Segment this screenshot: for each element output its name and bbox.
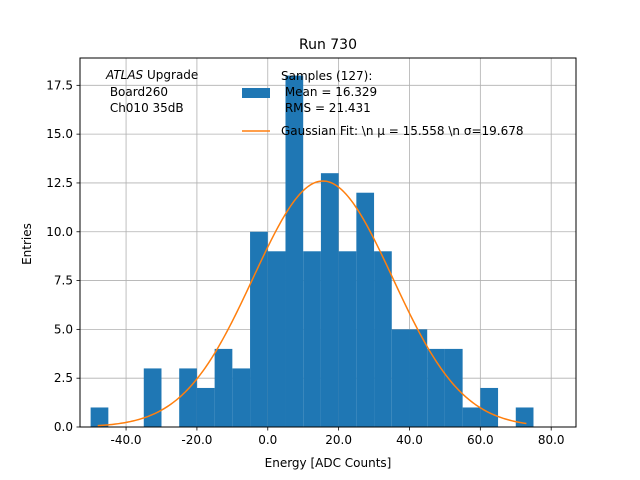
histogram-bar: [391, 329, 410, 427]
histogram-bar: [338, 251, 357, 427]
annotation-atlas: ATLAS: [105, 68, 144, 82]
gaussian-fit-line: [97, 180, 527, 427]
x-tick-label: -40.0: [111, 433, 142, 447]
histogram-bar: [444, 348, 463, 427]
y-tick-label: 0.0: [54, 420, 73, 434]
histogram-bar: [90, 407, 109, 427]
y-tick-label: 15.0: [46, 127, 73, 141]
legend: Samples (127): Mean = 16.329 RMS = 21.43…: [242, 69, 524, 138]
histogram-bar: [214, 348, 233, 427]
y-tick-label: 5.0: [54, 322, 73, 336]
legend-histogram-line-1: Samples (127):: [281, 69, 372, 83]
legend-histogram-line-3: RMS = 21.431: [281, 101, 371, 115]
histogram-bar: [232, 368, 251, 427]
y-tick-label: 12.5: [46, 176, 73, 190]
histogram-bar: [250, 231, 268, 427]
histogram-bar: [303, 251, 321, 427]
x-tick-label: 80.0: [538, 433, 565, 447]
x-axis-label: Energy [ADC Counts]: [265, 456, 392, 470]
annotation-board: Board260: [106, 85, 168, 99]
y-axis-label: Entries: [20, 223, 34, 265]
svg-text:ATLAS Upgrade: ATLAS Upgrade: [105, 68, 198, 82]
histogram-bar: [480, 387, 499, 427]
histogram-bar: [409, 329, 428, 427]
histogram-bar: [143, 368, 162, 427]
legend-histogram-line-2: Mean = 16.329: [281, 85, 377, 99]
y-tick-label: 7.5: [54, 274, 73, 288]
chart-title: Run 730: [299, 37, 357, 53]
histogram-bar: [196, 387, 215, 427]
x-tick-label: 0.0: [258, 433, 277, 447]
histogram-bar: [462, 407, 481, 427]
histogram-bars: [90, 75, 534, 428]
y-tick-label: 10.0: [46, 225, 73, 239]
x-tick-label: -20.0: [181, 433, 212, 447]
histogram-bar: [356, 192, 375, 427]
annotation-channel: Ch010 35dB: [106, 101, 184, 115]
histogram-bar: [179, 368, 197, 427]
histogram-bar: [374, 251, 392, 427]
histogram-bar: [267, 251, 286, 427]
histogram-bar: [320, 173, 339, 427]
annotation-upgrade: Upgrade: [143, 68, 198, 82]
y-tick-label: 2.5: [54, 371, 73, 385]
atlas-annotation: ATLAS Upgrade Board260 Ch010 35dB: [105, 68, 198, 115]
y-tick-label: 17.5: [46, 78, 73, 92]
legend-fit-label: Gaussian Fit: \n μ = 15.558 \n σ=19.678: [281, 124, 524, 138]
x-tick-label: 40.0: [396, 433, 423, 447]
axis-ticks: -40.0 -20.0 0.0 20.0 40.0 60.0 80.0 0.0 2.5 5.0 7.…: [46, 78, 564, 447]
legend-histogram-swatch: [242, 88, 270, 98]
plot-frame: [79, 57, 577, 428]
histogram-bar: [285, 75, 304, 428]
x-tick-label: 60.0: [467, 433, 494, 447]
histogram-bar: [515, 407, 534, 427]
x-tick-label: 20.0: [325, 433, 352, 447]
